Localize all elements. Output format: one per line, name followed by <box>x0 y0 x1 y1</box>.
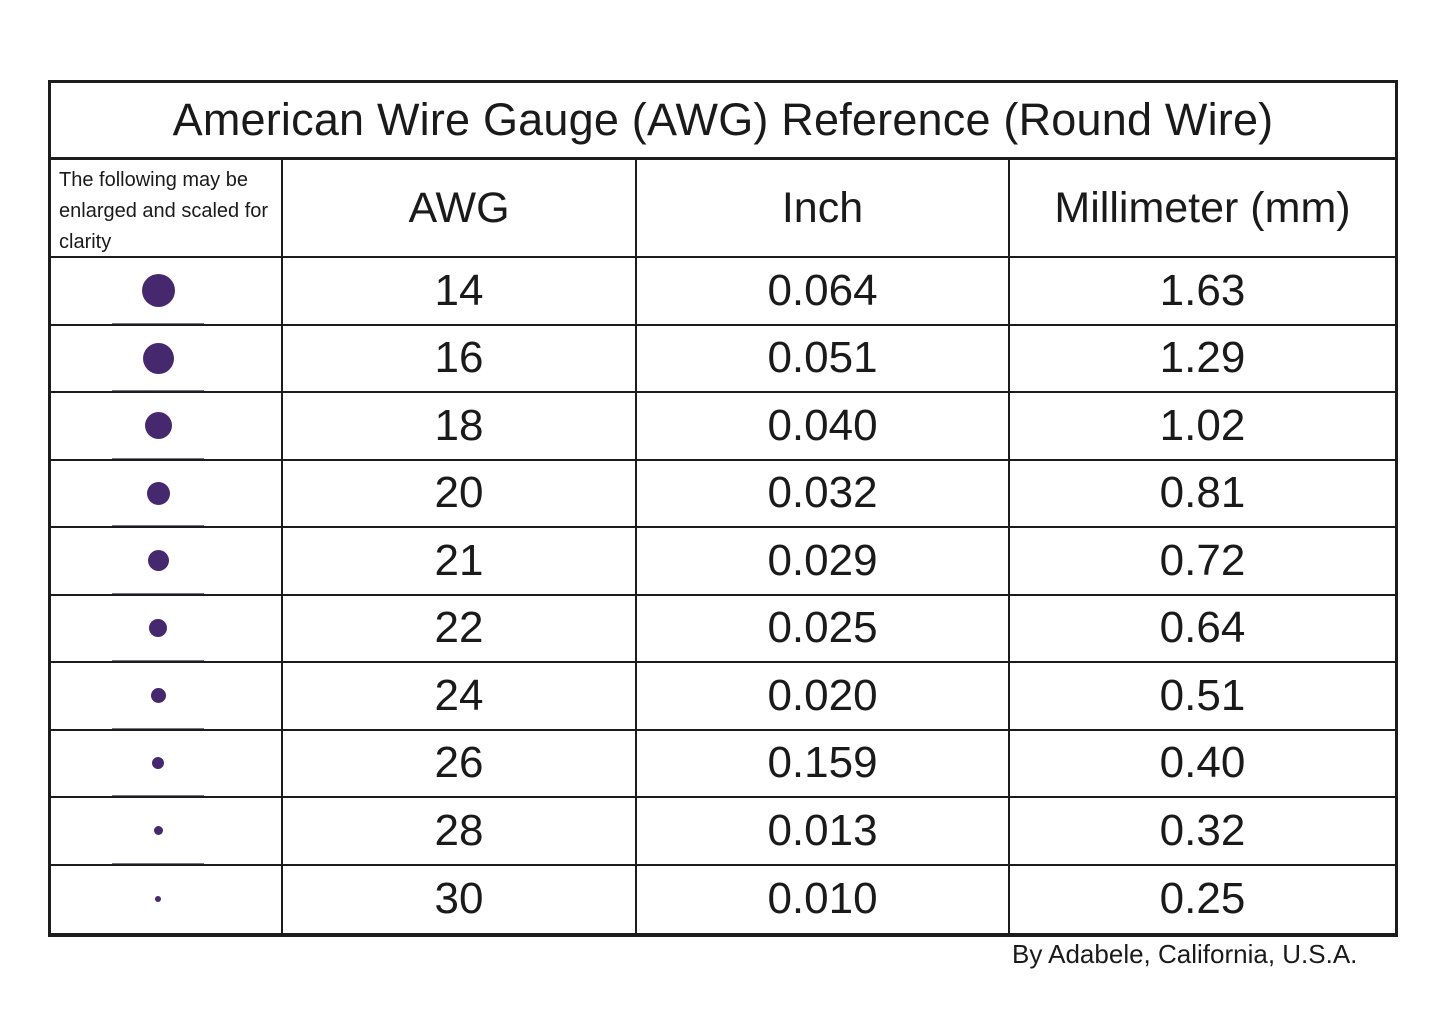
dot-underline <box>112 390 204 392</box>
wire-size-dot <box>147 550 169 572</box>
mm-value-cell: 0.81 <box>1010 460 1395 528</box>
mm-value-cell: 1.63 <box>1010 258 1395 326</box>
dot-underline <box>112 592 204 594</box>
mm-value-cell: 1.29 <box>1010 325 1395 393</box>
note-cell: The following may be enlarged and scaled… <box>51 160 283 258</box>
awg-value-cell: 21 <box>283 528 637 596</box>
dot-underline <box>112 862 204 864</box>
awg-value-cell: 16 <box>283 325 637 393</box>
awg-value-cell: 28 <box>283 798 637 866</box>
wire-dot-cell <box>51 460 283 528</box>
inch-value-cell: 0.032 <box>637 460 1010 528</box>
footer-credit: By Adabele, California, U.S.A. <box>1012 939 1358 969</box>
wire-size-dot <box>142 342 174 374</box>
inch-value-cell: 0.013 <box>637 798 1010 866</box>
inch-value-cell: 0.064 <box>637 258 1010 326</box>
awg-value-cell: 20 <box>283 460 637 528</box>
wire-size-dot <box>149 619 167 638</box>
awg-value-cell: 30 <box>283 865 637 933</box>
dot-underline <box>112 457 204 459</box>
awg-value-cell: 22 <box>283 595 637 663</box>
inch-value-cell: 0.010 <box>637 865 1010 933</box>
dot-underline <box>112 660 204 662</box>
wire-dot-cell <box>51 528 283 596</box>
inch-value-cell: 0.051 <box>637 325 1010 393</box>
wire-dot-cell <box>51 595 283 663</box>
dot-underline <box>112 727 204 729</box>
wire-dot-cell <box>51 393 283 461</box>
column-header-awg: AWG <box>283 160 637 258</box>
table-title: American Wire Gauge (AWG) Reference (Rou… <box>51 83 1395 160</box>
wire-size-dot <box>146 481 170 505</box>
dot-underline <box>112 322 204 324</box>
mm-value-cell: 0.51 <box>1010 663 1395 731</box>
mm-value-cell: 1.02 <box>1010 393 1395 461</box>
wire-size-dot <box>141 274 175 308</box>
wire-dot-cell <box>51 258 283 326</box>
inch-value-cell: 0.159 <box>637 730 1010 798</box>
awg-value-cell: 14 <box>283 258 637 326</box>
wire-size-dot <box>153 826 163 836</box>
dot-underline <box>112 795 204 797</box>
wire-dot-cell <box>51 663 283 731</box>
wire-size-dot <box>152 757 164 770</box>
note-line-1: The following may be <box>59 169 248 191</box>
column-header-inch: Inch <box>637 160 1010 258</box>
mm-value-cell: 0.72 <box>1010 528 1395 596</box>
inch-value-cell: 0.040 <box>637 393 1010 461</box>
wire-dot-cell <box>51 730 283 798</box>
inch-value-cell: 0.020 <box>637 663 1010 731</box>
mm-value-cell: 0.40 <box>1010 730 1395 798</box>
dot-underline <box>112 525 204 527</box>
wire-size-dot <box>155 896 161 903</box>
awg-value-cell: 24 <box>283 663 637 731</box>
column-header-mm: Millimeter (mm) <box>1010 160 1395 258</box>
wire-size-dot <box>150 688 166 704</box>
wire-dot-cell <box>51 798 283 866</box>
note-line-2: enlarged and scaled for <box>59 200 269 222</box>
note-line-3: clarity <box>59 231 112 253</box>
inch-value-cell: 0.029 <box>637 528 1010 596</box>
wire-size-dot <box>144 412 172 440</box>
awg-value-cell: 26 <box>283 730 637 798</box>
awg-value-cell: 18 <box>283 393 637 461</box>
mm-value-cell: 0.25 <box>1010 865 1395 933</box>
wire-dot-cell <box>51 865 283 933</box>
mm-value-cell: 0.64 <box>1010 595 1395 663</box>
awg-reference-table: American Wire Gauge (AWG) Reference (Rou… <box>48 80 1398 937</box>
mm-value-cell: 0.32 <box>1010 798 1395 866</box>
wire-dot-cell <box>51 325 283 393</box>
inch-value-cell: 0.025 <box>637 595 1010 663</box>
